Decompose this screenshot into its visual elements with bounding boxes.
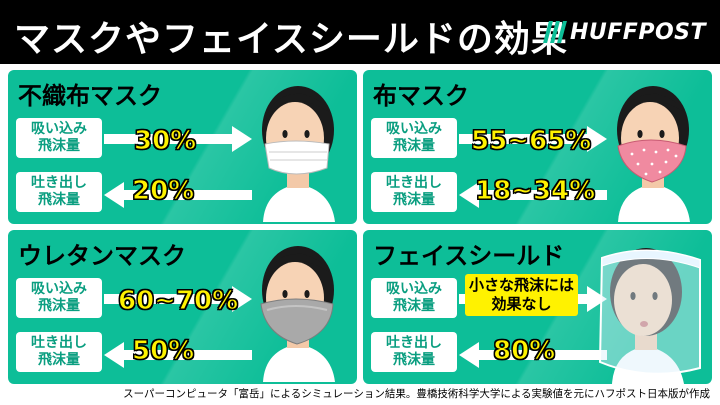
face-shield-icon: [598, 248, 701, 384]
panel-title: フェイスシールド: [373, 242, 565, 270]
panel-nonwoven-mask: 不織布マスク 吸い込み 飛沫量 30% 吐き出し 飛沫量 20%: [8, 70, 357, 224]
exhale-value: 50%: [131, 336, 195, 367]
panel-urethane-mask: ウレタンマスク 吸い込み 飛沫量 60~70% 吐き出し 飛沫量 50%: [8, 230, 357, 384]
header-bar: マスクやフェイスシールドの効果 HUFFPOST: [0, 0, 720, 64]
panel-title: ウレタンマスク: [18, 242, 186, 270]
brand-logo: HUFFPOST: [543, 18, 706, 46]
exhale-label: 吐き出し 飛沫量: [16, 172, 102, 212]
exhale-value: 20%: [131, 176, 195, 207]
inhale-value: 55~65%: [470, 126, 592, 157]
panel-cloth-mask: 布マスク 吸い込み 飛沫量 55~65% 吐き出し 飛沫量 18~34%: [363, 70, 712, 224]
face-pink-mask-icon: [617, 86, 690, 222]
source-footnote: スーパーコンピュータ「富岳」によるシミュレーション結果。豊橋技術科学大学による実…: [123, 388, 710, 400]
exhale-value: 18~34%: [474, 176, 596, 207]
panel-title: 不織布マスク: [18, 82, 162, 110]
inhale-arrow-icon: [459, 126, 607, 152]
exhale-label: 吐き出し 飛沫量: [371, 172, 457, 212]
inhale-note: 小さな飛沫には 効果なし: [465, 274, 579, 316]
face-white-mask-icon: [262, 86, 335, 222]
exhale-arrow-icon: [459, 342, 607, 368]
exhale-arrow-icon: [459, 182, 607, 208]
exhale-label: 吐き出し 飛沫量: [16, 332, 102, 372]
inhale-value: 30%: [133, 126, 197, 157]
brand-name: HUFFPOST: [569, 19, 706, 45]
exhale-label: 吐き出し 飛沫量: [371, 332, 457, 372]
face-gray-mask-icon: [260, 246, 335, 382]
inhale-label: 吸い込み 飛沫量: [371, 278, 457, 318]
exhale-arrow-icon: [104, 182, 252, 208]
page-title: マスクやフェイスシールドの効果: [14, 19, 568, 60]
inhale-label: 吸い込み 飛沫量: [16, 118, 102, 158]
inhale-label: 吸い込み 飛沫量: [371, 118, 457, 158]
panel-title: 布マスク: [373, 82, 469, 110]
inhale-label: 吸い込み 飛沫量: [16, 278, 102, 318]
panel-face-shield: フェイスシールド 吸い込み 飛沫量 小さな飛沫には 効果なし 吐き出し 飛沫量 80…: [363, 230, 712, 384]
exhale-arrow-icon: [104, 342, 252, 368]
inhale-arrow-icon: [104, 126, 252, 152]
exhale-value: 80%: [492, 336, 556, 367]
brand-bars-icon: [543, 21, 567, 43]
inhale-value: 60~70%: [117, 286, 239, 317]
inhale-arrow-icon: [104, 286, 252, 312]
